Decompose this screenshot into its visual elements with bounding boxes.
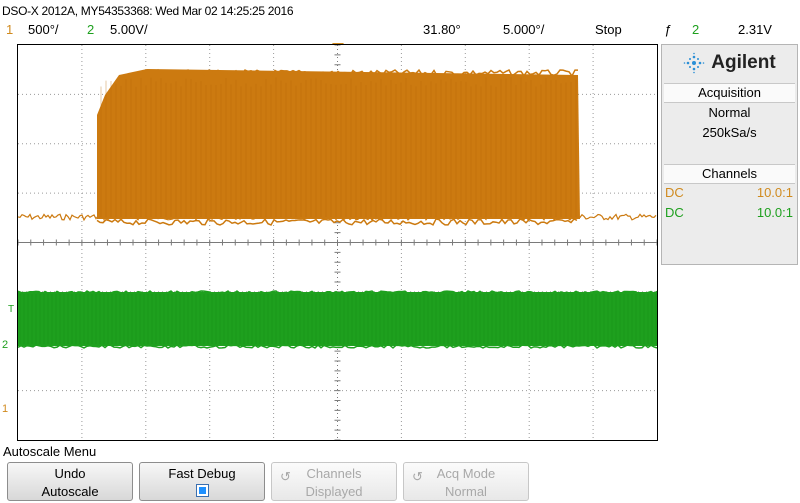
waveform-display[interactable]: [17, 44, 658, 441]
menu-title: Autoscale Menu: [3, 444, 97, 459]
ch1-number[interactable]: 1: [6, 22, 14, 37]
trigger-level-marker[interactable]: T: [8, 304, 15, 315]
ch2-number[interactable]: 2: [87, 22, 95, 37]
ch2-ground-marker[interactable]: 2: [2, 339, 9, 351]
time-scale[interactable]: 5.000°/: [503, 22, 545, 37]
ch2-coupling: DC: [665, 205, 684, 220]
ch1-burst-trace: [97, 69, 580, 219]
ch1-scale[interactable]: 500°/: [28, 22, 59, 37]
ch2-trace: [18, 292, 657, 346]
trigger-source[interactable]: 2: [692, 22, 700, 37]
sample-rate: 250kSa/s: [702, 125, 757, 140]
ch1-burst-edge: [136, 68, 579, 78]
ch1-coupling: DC: [665, 185, 684, 200]
fast-debug-button[interactable]: Fast Debug: [139, 462, 265, 501]
ch1-burst-edge: [96, 217, 578, 226]
undo-label: Undo: [54, 466, 86, 481]
trigger-edge-icon: ƒ: [664, 22, 672, 37]
rotate-icon: ↺: [280, 469, 291, 484]
ch2-probe: 10.0:1: [756, 205, 793, 220]
ch1-info: DC 10.0:1: [665, 185, 795, 200]
displayed-label: Displayed: [305, 484, 363, 499]
spark-icon: [683, 52, 705, 74]
ch1-probe: 10.0:1: [756, 185, 793, 200]
brand-name: Agilent: [711, 52, 776, 73]
graticule: [18, 45, 657, 440]
acq-mode-value: Normal: [445, 484, 487, 499]
undo-autoscale-button[interactable]: Undo Autoscale: [7, 462, 133, 501]
rotate-icon: ↺: [412, 469, 423, 484]
instrument-title: DSO-X 2012A, MY54353368: Wed Mar 02 14:2…: [2, 4, 294, 18]
channels-label: Channels: [306, 466, 362, 481]
acq-mode-button[interactable]: ↺ Acq Mode Normal: [403, 462, 529, 501]
channels-title: Channels: [664, 164, 795, 184]
ch2-trace-edge: [18, 290, 657, 295]
ch1-ground-marker[interactable]: 1: [2, 403, 9, 415]
ch2-scale[interactable]: 5.00V/: [110, 22, 148, 37]
ch2-info: DC 10.0:1: [665, 205, 795, 220]
run-state: Stop: [595, 22, 622, 37]
info-sidebar: Agilent Acquisition Normal 250kSa/s Chan…: [661, 44, 798, 265]
autoscale-label: Autoscale: [41, 484, 99, 499]
ch2-trace-edge: [18, 344, 657, 349]
acq-mode-label: Acq Mode: [436, 466, 496, 481]
channels-displayed-button[interactable]: ↺ Channels Displayed: [271, 462, 397, 501]
fast-debug-label: Fast Debug: [168, 466, 236, 481]
status-header: DSO-X 2012A, MY54353368: Wed Mar 02 14:2…: [0, 0, 800, 42]
acquisition-mode: Normal: [708, 105, 751, 120]
fast-debug-checkbox[interactable]: [195, 484, 209, 497]
acquisition-title: Acquisition: [664, 83, 795, 103]
brand-logo: Agilent: [662, 45, 797, 81]
time-offset[interactable]: 31.80°: [423, 22, 461, 37]
trigger-level[interactable]: 2.31V: [738, 22, 772, 37]
